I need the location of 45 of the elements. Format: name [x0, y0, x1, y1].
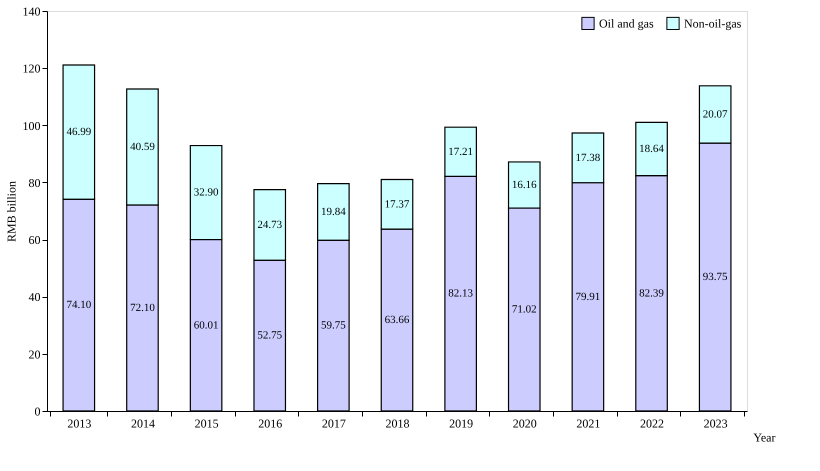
- x-tick-label: 2015: [194, 416, 219, 430]
- legend-label: Non-oil-gas: [684, 16, 742, 30]
- data-label: 82.39: [639, 287, 664, 300]
- data-label: 52.75: [257, 330, 283, 342]
- y-tick-label: 40: [28, 290, 40, 304]
- x-tick-label: 2022: [640, 416, 664, 430]
- data-label: 79.91: [576, 290, 600, 303]
- data-label: 17.21: [448, 146, 474, 158]
- data-label: 63.66: [384, 314, 410, 326]
- data-label: 32.90: [194, 186, 219, 199]
- data-label: 17.37: [384, 198, 410, 210]
- y-tick-label: 20: [28, 347, 40, 362]
- x-tick-label: 2013: [67, 416, 92, 430]
- x-tick-label: 2020: [512, 416, 537, 430]
- data-label: 60.01: [194, 319, 218, 332]
- y-tick-label: 60: [28, 233, 40, 248]
- data-label: 59.75: [320, 320, 346, 332]
- legend-label: Oil and gas: [599, 16, 654, 30]
- data-label: 72.10: [130, 302, 156, 314]
- data-label: 19.84: [320, 206, 346, 218]
- x-tick-label: 2018: [386, 416, 410, 430]
- data-label: 40.59: [130, 141, 156, 154]
- x-tick-label: 2016: [258, 416, 282, 430]
- y-tick-label: 100: [22, 118, 40, 133]
- y-tick-label: 120: [22, 62, 40, 76]
- x-tick-label: 2017: [322, 416, 346, 430]
- y-tick-label: 0: [34, 404, 40, 418]
- data-label: 82.13: [448, 288, 474, 300]
- y-tick-label: 80: [28, 176, 40, 190]
- data-label: 46.99: [66, 126, 92, 138]
- y-axis-title: RMB billion: [4, 180, 18, 242]
- x-tick-label: 2014: [130, 416, 155, 430]
- y-tick-label: 140: [22, 4, 40, 18]
- data-label: 17.38: [576, 152, 601, 164]
- data-label: 20.07: [702, 108, 728, 120]
- data-label: 74.10: [66, 299, 92, 312]
- data-label: 93.75: [702, 271, 728, 284]
- data-label: 24.73: [257, 218, 283, 231]
- data-label: 71.02: [512, 304, 537, 316]
- x-tick-label: 2021: [576, 416, 600, 430]
- data-label: 18.64: [639, 142, 664, 155]
- x-tick-label: 2019: [449, 416, 474, 430]
- x-axis-title: Year: [753, 430, 776, 444]
- data-label: 16.16: [512, 179, 538, 191]
- x-tick-label: 2023: [704, 416, 728, 430]
